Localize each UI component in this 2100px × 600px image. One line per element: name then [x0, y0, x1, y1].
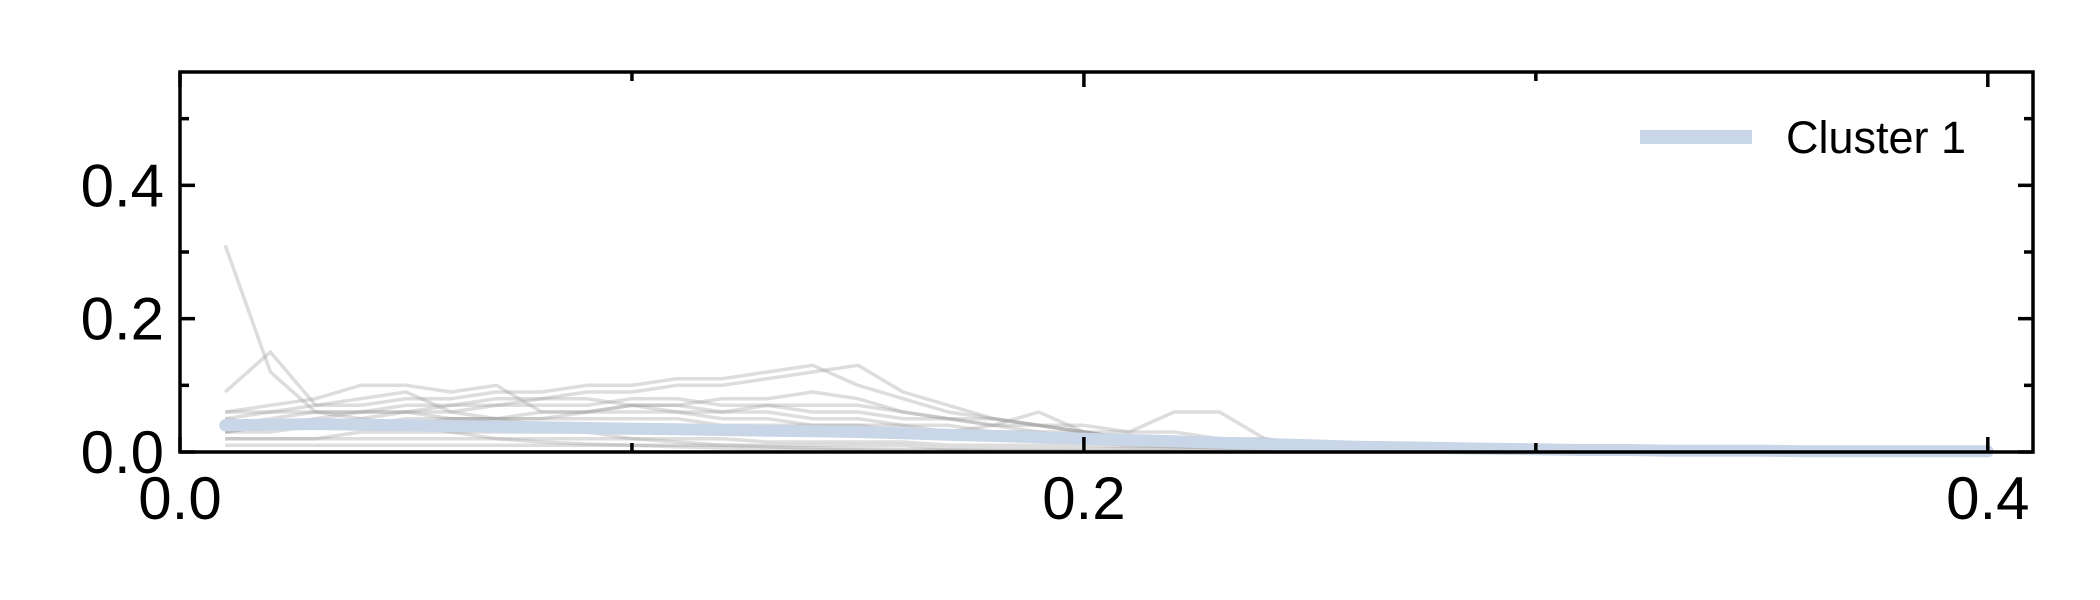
y-tick-label-0: 0.0 — [81, 419, 164, 486]
x-tick-label-1: 0.2 — [1042, 465, 1125, 532]
legend-label: Cluster 1 — [1786, 112, 1966, 163]
x-tick-label-0: 0.0 — [138, 465, 221, 532]
y-tick-label-1: 0.2 — [81, 286, 164, 353]
x-tick-label-2: 0.4 — [1946, 465, 2029, 532]
plot-frame — [178, 70, 2035, 454]
y-tick-label-2: 0.4 — [81, 152, 164, 219]
axis-tick-labels: 0.0 0.2 0.4 0.0 0.2 0.4 — [81, 152, 2030, 532]
axis-ticks — [178, 72, 2033, 454]
legend: Cluster 1 — [1640, 112, 1966, 163]
